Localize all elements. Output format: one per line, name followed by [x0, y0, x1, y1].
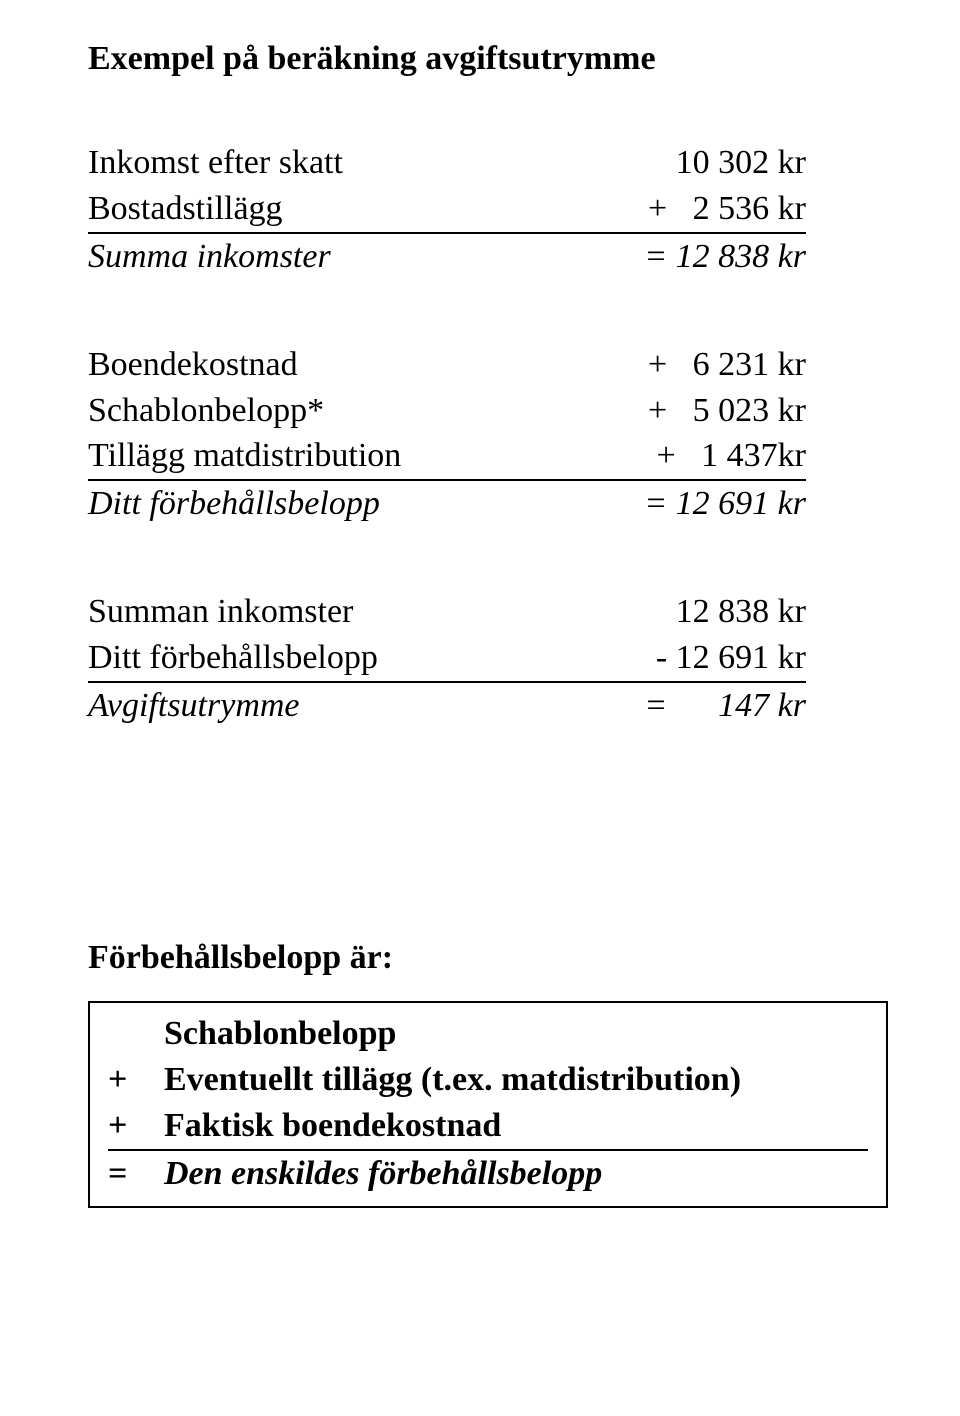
- reserve-block: Boendekostnad + 6 231 kr Schablonbelopp*…: [88, 342, 872, 528]
- value: 10 302 kr: [576, 140, 806, 186]
- label: Tillägg matdistribution: [88, 433, 576, 481]
- row-sum-income2: Summan inkomster 12 838 kr: [88, 589, 872, 635]
- box-row-supplement: + Eventuellt tillägg (t.ex. matdistribut…: [108, 1057, 868, 1103]
- value: + 5 023 kr: [576, 388, 806, 434]
- row-fee-space: Avgiftsutrymme = 147 kr: [88, 683, 872, 729]
- value: = 147 kr: [576, 683, 806, 729]
- value: - 12 691 kr: [576, 635, 806, 683]
- reserve-definition-heading: Förbehållsbelopp är:: [88, 939, 872, 977]
- value: + 6 231 kr: [576, 342, 806, 388]
- row-sum-income: Summa inkomster = 12 838 kr: [88, 234, 872, 280]
- box-row-result: = Den enskildes förbehållsbelopp: [108, 1151, 868, 1197]
- row-your-reserve2: Ditt förbehållsbelopp - 12 691 kr: [88, 635, 872, 683]
- row-housing-supplement: Bostadstillägg + 2 536 kr: [88, 186, 872, 234]
- label: Bostadstillägg: [88, 186, 576, 234]
- op: +: [108, 1103, 164, 1151]
- fee-space-block: Summan inkomster 12 838 kr Ditt förbehål…: [88, 589, 872, 729]
- row-your-reserve: Ditt förbehållsbelopp = 12 691 kr: [88, 481, 872, 527]
- op: [108, 1011, 164, 1057]
- label: Summa inkomster: [88, 234, 576, 280]
- reserve-definition-box: Schablonbelopp + Eventuellt tillägg (t.e…: [88, 1001, 888, 1209]
- value: + 2 536 kr: [576, 186, 806, 234]
- label: Avgiftsutrymme: [88, 683, 576, 729]
- value: = 12 691 kr: [576, 481, 806, 527]
- income-block: Inkomst efter skatt 10 302 kr Bostadstil…: [88, 140, 872, 280]
- label: Schablonbelopp*: [88, 388, 576, 434]
- value: 12 838 kr: [576, 589, 806, 635]
- row-housing-cost: Boendekostnad + 6 231 kr: [88, 342, 872, 388]
- box-row-housing: + Faktisk boendekostnad: [108, 1103, 868, 1151]
- row-template-amount: Schablonbelopp* + 5 023 kr: [88, 388, 872, 434]
- op: =: [108, 1151, 164, 1197]
- page-title: Exempel på beräkning avgiftsutrymme: [88, 40, 872, 78]
- label: Ditt förbehållsbelopp: [88, 635, 576, 683]
- value: + 1 437kr: [576, 433, 806, 481]
- label: Inkomst efter skatt: [88, 140, 576, 186]
- page: Exempel på beräkning avgiftsutrymme Inko…: [0, 0, 960, 1416]
- text: Eventuellt tillägg (t.ex. matdistributio…: [164, 1057, 868, 1103]
- label: Boendekostnad: [88, 342, 576, 388]
- text: Faktisk boendekostnad: [164, 1103, 868, 1151]
- op: +: [108, 1057, 164, 1103]
- box-row-template: Schablonbelopp: [108, 1011, 868, 1057]
- row-food-supplement: Tillägg matdistribution + 1 437kr: [88, 433, 872, 481]
- value: = 12 838 kr: [576, 234, 806, 280]
- row-income-after-tax: Inkomst efter skatt 10 302 kr: [88, 140, 872, 186]
- text: Schablonbelopp: [164, 1011, 868, 1057]
- text: Den enskildes förbehållsbelopp: [164, 1151, 868, 1197]
- label: Ditt förbehållsbelopp: [88, 481, 576, 527]
- label: Summan inkomster: [88, 589, 576, 635]
